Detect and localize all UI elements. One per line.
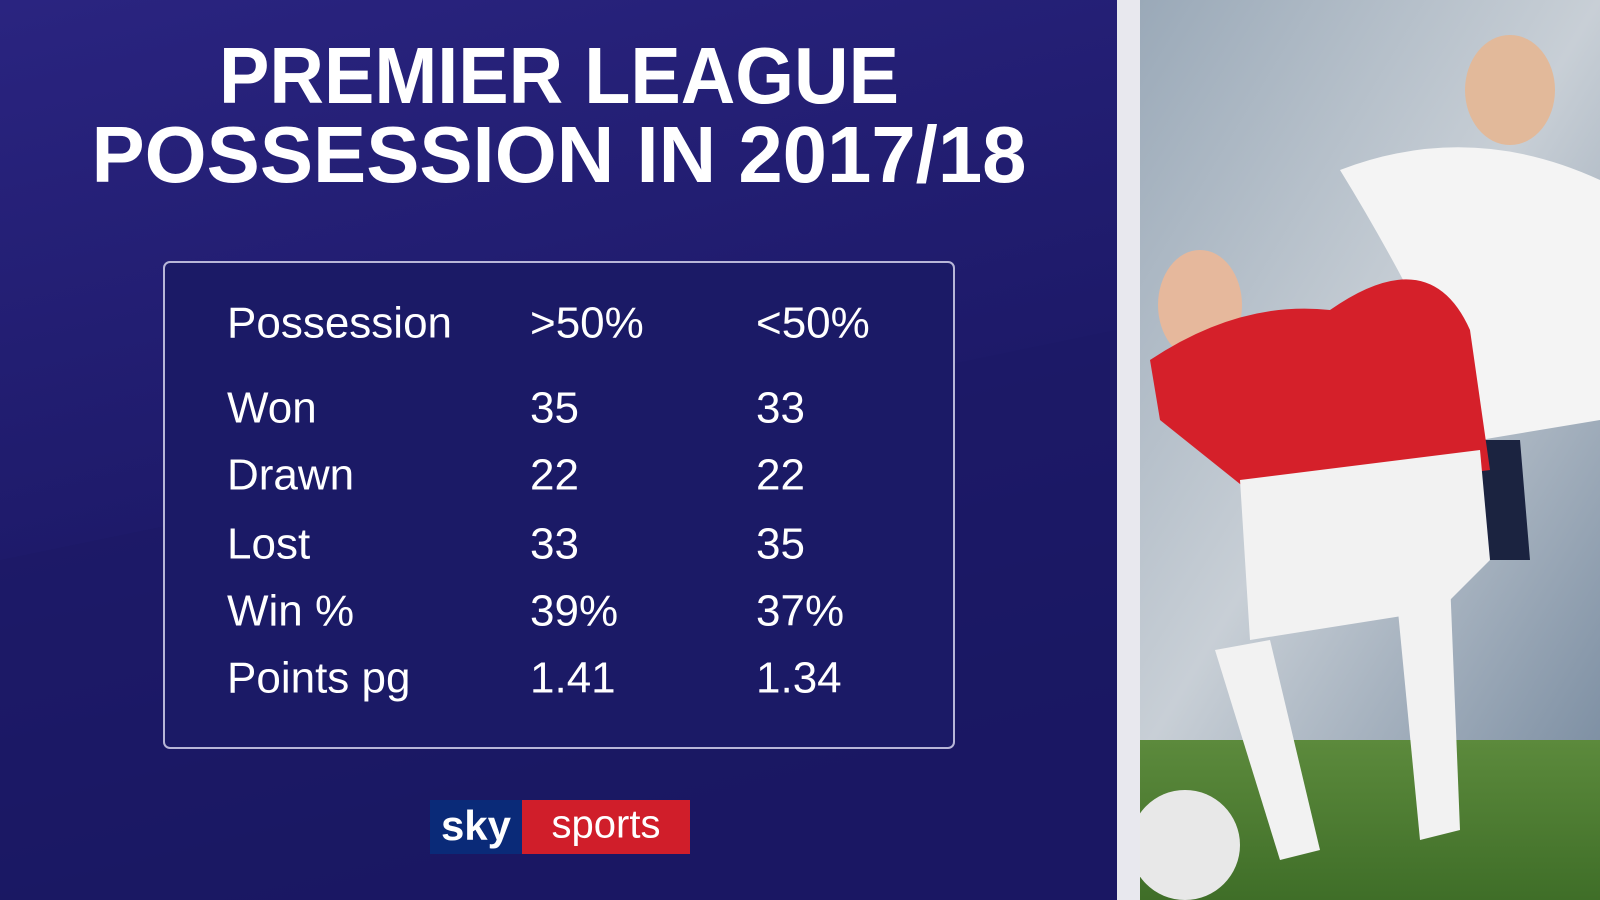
row-label: Lost [227,520,310,569]
logo: sky sports [430,800,690,854]
logo-sky: sky [441,802,512,849]
table-cell: 22 [530,451,579,500]
table-cell: 37% [756,587,844,636]
column-header: >50% [530,299,644,348]
photo [1140,0,1600,900]
table-cell: 39% [530,587,618,636]
table-cell: 1.34 [756,654,842,703]
table-box [163,261,955,749]
column-header: <50% [756,299,870,348]
row-label: Won [227,384,317,433]
table-cell: 33 [756,384,805,433]
divider [1117,0,1140,900]
table-cell: 35 [530,384,579,433]
row-label: Drawn [227,451,354,500]
logo-sky-block [430,800,522,854]
table-cell: 35 [756,520,805,569]
title-line: PREMIER LEAGUE [219,31,899,120]
table-cell: 1.41 [530,654,616,703]
column-header: Possession [227,299,452,348]
table-cell: 33 [530,520,579,569]
title-line: POSSESSION IN 2017/18 [92,110,1027,199]
logo-sports-block [522,800,690,854]
stats-table: Possession >50% <50% Won 35 33 Drawn 22 22 Lost 33… [227,299,870,703]
table-cell: 22 [756,451,805,500]
row-label: Win % [227,587,354,636]
row-label: Points pg [227,654,410,703]
logo-sports: sports [552,803,661,847]
